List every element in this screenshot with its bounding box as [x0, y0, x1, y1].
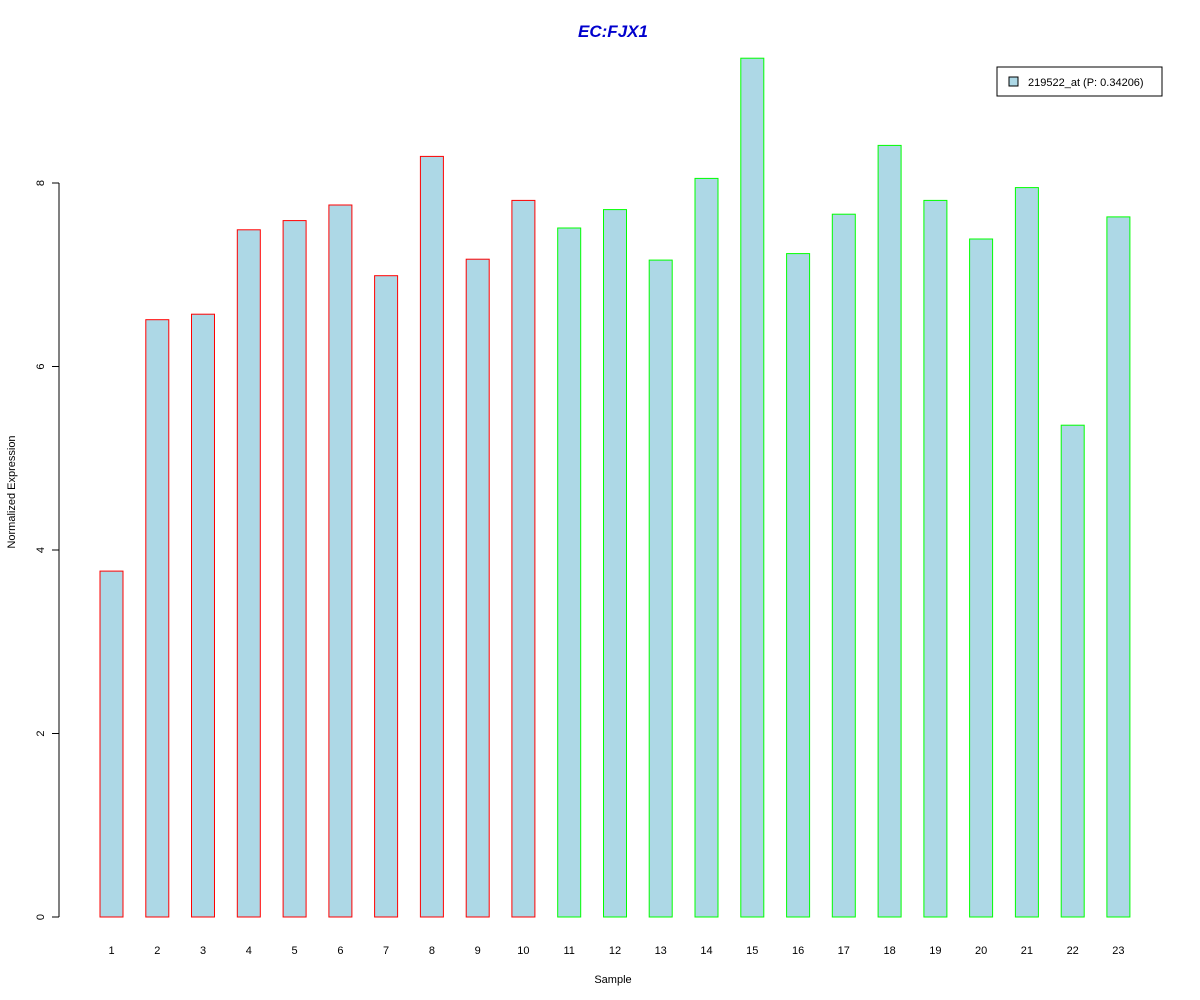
bar-sample-22	[1060, 424, 1085, 918]
y-tick-label: 0	[35, 914, 47, 920]
x-tick-label: 12	[609, 945, 621, 957]
y-axis: 0 2 4 6 8	[35, 180, 60, 920]
bar-sample-18	[877, 144, 902, 918]
legend-box	[996, 66, 1163, 97]
bar-sample-10	[511, 199, 536, 918]
bar-sample-21	[1014, 187, 1039, 918]
x-tick-label: 10	[517, 945, 529, 957]
bar-sample-12	[603, 209, 627, 918]
x-tick-label: 14	[700, 945, 712, 957]
bars	[99, 57, 1131, 918]
bar-sample-7	[374, 275, 399, 918]
bar-sample-2	[145, 319, 170, 918]
x-tick-label: 13	[655, 945, 667, 957]
bar-sample-4	[236, 229, 261, 918]
x-tick-label: 7	[383, 945, 389, 957]
bar-sample-11	[557, 227, 582, 918]
x-tick-label: 22	[1067, 945, 1079, 957]
y-tick-label: 8	[35, 180, 47, 186]
x-tick-label: 20	[975, 945, 987, 957]
x-tick-label: 8	[429, 945, 435, 957]
x-tick-label: 1	[108, 945, 114, 957]
bar-sample-16	[786, 253, 811, 918]
chart-title: EC:FJX1	[578, 22, 648, 41]
x-tick-label: 18	[883, 945, 895, 957]
x-tick-label: 17	[838, 945, 850, 957]
bar-sample-9	[465, 258, 490, 918]
bar-sample-15	[740, 57, 765, 918]
x-tick-label: 15	[746, 945, 758, 957]
bar-sample-1	[99, 570, 124, 918]
bar-sample-8	[419, 155, 444, 918]
x-tick-label: 2	[154, 945, 160, 957]
y-tick-label: 6	[35, 363, 47, 369]
x-tick-label: 23	[1112, 945, 1124, 957]
x-tick-labels: 1 2 3 4 5 6 7 8 9 10 11 12 13 14 15 16 17 18 19 20 21 22 23	[108, 945, 1124, 957]
x-tick-label: 4	[246, 945, 252, 957]
bar-sample-23	[1106, 216, 1131, 918]
x-tick-label: 21	[1021, 945, 1033, 957]
bar-sample-14	[694, 177, 719, 918]
bar-sample-20	[969, 238, 994, 918]
legend: 219522_at (P: 0.34206)	[996, 66, 1163, 97]
bar-sample-19	[923, 199, 948, 918]
bar-sample-13	[648, 259, 673, 918]
x-tick-label: 3	[200, 945, 206, 957]
x-tick-label: 6	[337, 945, 343, 957]
x-axis-label: Sample	[594, 974, 631, 986]
y-tick-label: 2	[35, 730, 47, 736]
x-tick-label: 9	[475, 945, 481, 957]
x-tick-label: 5	[292, 945, 298, 957]
legend-swatch	[1008, 76, 1019, 87]
x-tick-label: 16	[792, 945, 804, 957]
y-tick-label: 4	[35, 547, 47, 553]
x-tick-label: 11	[563, 945, 574, 957]
y-axis-label: Normalized Expression	[6, 435, 18, 548]
legend-series-label: 219522_at (P: 0.34206)	[1028, 77, 1144, 89]
bar-sample-5	[282, 220, 307, 918]
bar-sample-3	[191, 313, 215, 918]
x-tick-label: 19	[929, 945, 941, 957]
bar-sample-6	[328, 204, 353, 918]
bar-sample-17	[831, 213, 856, 918]
